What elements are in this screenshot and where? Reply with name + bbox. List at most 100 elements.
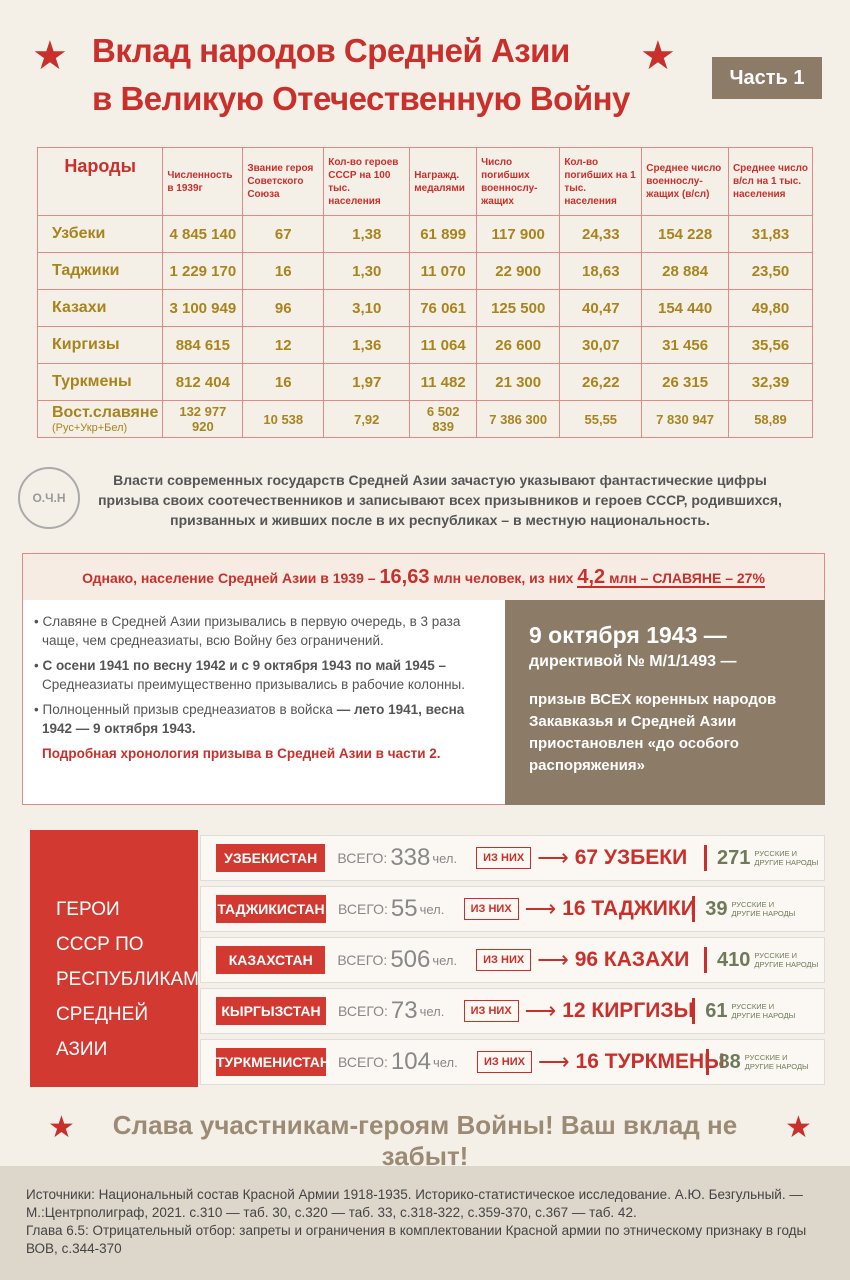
cell: 31 456 [641, 326, 729, 364]
table-row: Узбеки 4 845 140 67 1,38 61 899 117 900 24,33 1… [36, 215, 814, 253]
others-label: РУССКИЕ И ДРУГИЕ НАРОДЫ [731, 1002, 796, 1020]
hero-rows: УЗБЕКИСТАН ВСЕГО: 338 чел. ИЗ НИХ ⟶ 67 УЗБЕКИ 2… [198, 830, 825, 1089]
cell: 3,10 [323, 289, 411, 327]
cell: 884 615 [162, 326, 244, 364]
bullet: — лето 1941, весна 1942 — 9 октября 1943… [42, 702, 465, 736]
unit: чел. [432, 952, 458, 968]
others: 61 [705, 999, 728, 1022]
total: 506 [390, 946, 431, 973]
cell: 3 100 949 [162, 289, 244, 327]
cell: 117 900 [476, 215, 561, 253]
cell: 1,97 [323, 363, 411, 401]
part-label: Часть 1 [712, 57, 822, 99]
source-text: Источники: Национальный состав Красной А… [26, 1187, 803, 1220]
others-label: РУССКИЕ И ДРУГИЕ НАРОДЫ [744, 1053, 809, 1071]
cell: 21 300 [476, 363, 561, 401]
cell: Таджики [36, 252, 164, 290]
of-them: ИЗ НИХ [476, 949, 532, 971]
cell: 4 845 140 [162, 215, 244, 253]
cell: 11 070 [409, 252, 478, 290]
others: 88 [718, 1050, 741, 1073]
of-them: ИЗ НИХ [463, 1000, 519, 1022]
column-header: Народы [36, 147, 164, 216]
republic: КЫРГЫЗСТАН [216, 997, 326, 1025]
column-header: Звание героя Советского Союза [242, 147, 325, 216]
separator [704, 947, 708, 973]
bullet: Полноценный призыв среднеазиатов в войск… [42, 702, 333, 717]
republic: ТАДЖИКИСТАН [216, 895, 326, 923]
total-label: ВСЕГО: [338, 1003, 388, 1019]
cell: 55,55 [559, 400, 643, 438]
source-chapter: Глава 6.5: Отрицательный отбор: запреты … [26, 1223, 807, 1256]
text: млн – СЛАВЯНЕ – 27% [609, 570, 765, 586]
others-label: РУССКИЕ И ДРУГИЕ НАРОДЫ [731, 900, 796, 918]
hero-row: КАЗАХСТАН ВСЕГО: 506 чел. ИЗ НИХ ⟶ 96 КАЗАХИ 41… [200, 937, 825, 983]
table-row: Вост.славяне (Рус+Укр+Бел) 132 977 920 10 5… [36, 400, 814, 438]
column-header: Среднее число военнослу-жащих (в/сл) [641, 147, 729, 216]
separator [692, 896, 696, 922]
text: млн человек, из них [433, 570, 574, 586]
cell: 7,92 [323, 400, 411, 438]
column-header: Кол-во героев СССР на 100 тыс. населения [323, 147, 411, 216]
total: 55 [390, 895, 418, 922]
native: 16 ТУРКМЕНЫ [575, 1050, 725, 1073]
cell: 16 [242, 252, 325, 290]
cell: 12 [242, 326, 325, 364]
cell: 11 064 [409, 326, 478, 364]
native: 16 ТАДЖИКИ [562, 897, 696, 920]
cell: 1,36 [323, 326, 411, 364]
others: 39 [705, 897, 728, 920]
cell: 6 502 839 [409, 400, 478, 438]
cell: 49,80 [727, 289, 814, 327]
cell: 31,83 [727, 215, 814, 253]
unit: чел. [419, 1003, 445, 1019]
banner: Однако, население Средней Азии в 1939 – … [23, 554, 824, 600]
total: 338 [390, 844, 431, 871]
native: 67 УЗБЕКИ [574, 846, 688, 869]
hero-row: КЫРГЫЗСТАН ВСЕГО: 73 чел. ИЗ НИХ ⟶ 12 КИРГИЗЫ 6… [200, 988, 825, 1034]
cell: 1,38 [323, 215, 411, 253]
others: 410 [717, 948, 751, 971]
date: 9 октября 1943 — [529, 622, 727, 648]
others-label: РУССКИЕ И ДРУГИЕ НАРОДЫ [754, 951, 819, 969]
directive: 9 октября 1943 — директивой № М/1/1493 —… [505, 600, 825, 805]
cell: 30,07 [559, 326, 643, 364]
table-row: Киргизы 884 615 12 1,36 11 064 26 600 30,07 31 … [36, 326, 814, 364]
cell: 28 884 [641, 252, 729, 290]
star: ★ [640, 34, 676, 78]
cell: 40,47 [559, 289, 643, 327]
column-header: Кол-во погибших на 1 тыс. населения [559, 147, 643, 216]
of-them: ИЗ НИХ [463, 898, 519, 920]
arrow: ⟶ [537, 845, 569, 870]
separator [692, 998, 696, 1024]
cell: 26 315 [641, 363, 729, 401]
bullet: Славяне в Средней Азии призывались в пер… [42, 614, 461, 648]
others-label: РУССКИЕ И ДРУГИЕ НАРОДЫ [754, 849, 819, 867]
link: Подробная хронология призыва в Средней А… [42, 746, 441, 761]
arrow: ⟶ [537, 947, 569, 972]
bullets: • Славяне в Средней Азии призывались в п… [32, 612, 497, 769]
cell: 7 830 947 [641, 400, 729, 438]
table: Народы Численность в 1939г Звание героя Со… [36, 147, 814, 438]
arrow: ⟶ [524, 998, 557, 1023]
total: 73 [390, 997, 418, 1024]
separator [704, 845, 708, 871]
unit: чел. [419, 901, 445, 917]
unit: чел. [432, 850, 458, 866]
number: 4,2 [577, 566, 606, 588]
star: ★ [32, 34, 68, 78]
cell: 18,63 [559, 252, 643, 290]
cell: 154 440 [641, 289, 729, 327]
cell: 812 404 [162, 363, 244, 401]
cell: 67 [242, 215, 325, 253]
of-them: ИЗ НИХ [476, 847, 532, 869]
slogan: Слава участникам-героям Войны! Ваш вклад… [112, 1110, 738, 1171]
cell: 58,89 [727, 400, 814, 438]
cell: Вост.славяне (Рус+Укр+Бел) [36, 400, 164, 438]
unit: чел. [432, 1054, 458, 1070]
number: директивой № М/1/1493 — [529, 653, 737, 670]
number: 16,63 [379, 566, 430, 588]
text: Однако, население Средней Азии в 1939 – [82, 570, 376, 586]
cell: 11 482 [409, 363, 478, 401]
